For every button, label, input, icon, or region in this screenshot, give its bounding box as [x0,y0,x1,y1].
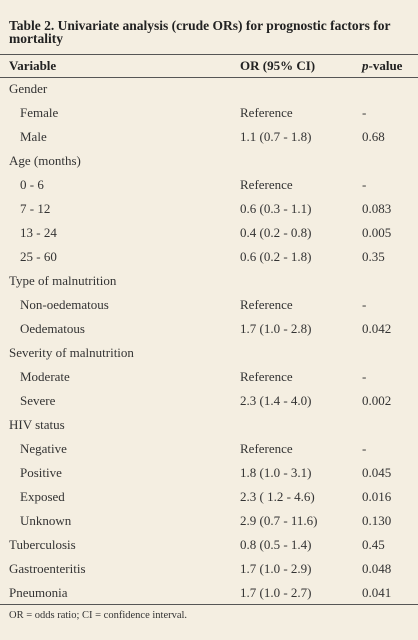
row-label: Negative [20,441,67,456]
or-cell: 0.6 (0.3 - 1.1) [240,201,312,216]
row-label: Moderate [20,369,70,384]
or-cell: 2.3 (1.4 - 4.0) [240,393,312,408]
row-label: 7 - 12 [20,201,51,216]
row-label: Type of malnutrition [9,273,117,288]
or-cell: 1.7 (1.0 - 2.9) [240,561,312,576]
column-header: Variable [9,58,57,73]
header-text: -value [368,58,403,73]
row-label: Exposed [20,489,65,504]
or-cell: 1.8 (1.0 - 3.1) [240,465,312,480]
p-cell: 0.002 [362,393,392,408]
or-cell: 0.6 (0.2 - 1.8) [240,249,312,264]
row-label: Oedematous [20,321,85,336]
or-cell: Reference [240,177,293,192]
row-label: Gastroenteritis [9,561,86,576]
p-cell: 0.130 [362,513,392,528]
row-label: Severity of malnutrition [9,345,134,360]
table-title: Table 2. Univariate analysis (crude ORs)… [9,18,391,46]
footnote: OR = odds ratio; CI = confidence interva… [9,610,188,621]
row-label: 25 - 60 [20,249,57,264]
row-label: 0 - 6 [20,177,44,192]
column-header: OR (95% CI) [240,58,316,73]
p-cell: 0.005 [362,225,392,240]
p-cell: 0.68 [362,129,385,144]
row-label: Severe [20,393,56,408]
row-label: 13 - 24 [20,225,57,240]
p-cell: 0.045 [362,465,392,480]
or-cell: 0.8 (0.5 - 1.4) [240,537,312,552]
or-cell: 1.1 (0.7 - 1.8) [240,129,312,144]
or-cell: 1.7 (1.0 - 2.8) [240,321,312,336]
or-cell: 2.3 ( 1.2 - 4.6) [240,489,315,504]
or-cell: Reference [240,105,293,120]
row-label: Male [20,129,47,144]
p-cell: - [362,105,367,120]
p-cell: - [362,369,367,384]
column-header: p-value [362,58,402,74]
row-label: Pneumonia [9,585,68,600]
header-italic: p [362,58,369,73]
row-label: Positive [20,465,62,480]
row-label: Age (months) [9,153,81,168]
p-cell: 0.048 [362,561,392,576]
or-cell: 1.7 (1.0 - 2.7) [240,585,312,600]
row-label: Tuberculosis [9,537,76,552]
row-label: Gender [9,81,48,96]
p-cell: - [362,177,367,192]
or-cell: Reference [240,369,293,384]
row-label: Female [20,105,59,120]
rule [0,604,418,605]
p-cell: 0.041 [362,585,392,600]
rule [0,54,418,55]
p-cell: 0.45 [362,537,385,552]
p-cell: 0.016 [362,489,392,504]
p-cell: 0.35 [362,249,385,264]
row-label: HIV status [9,417,65,432]
or-cell: Reference [240,297,293,312]
row-label: Non-oedematous [20,297,109,312]
rule [0,77,418,78]
p-cell: - [362,441,367,456]
p-cell: 0.042 [362,321,392,336]
p-cell: 0.083 [362,201,392,216]
row-label: Unknown [20,513,72,528]
p-cell: - [362,297,367,312]
or-cell: Reference [240,441,293,456]
or-cell: 2.9 (0.7 - 11.6) [240,513,318,528]
or-cell: 0.4 (0.2 - 0.8) [240,225,312,240]
